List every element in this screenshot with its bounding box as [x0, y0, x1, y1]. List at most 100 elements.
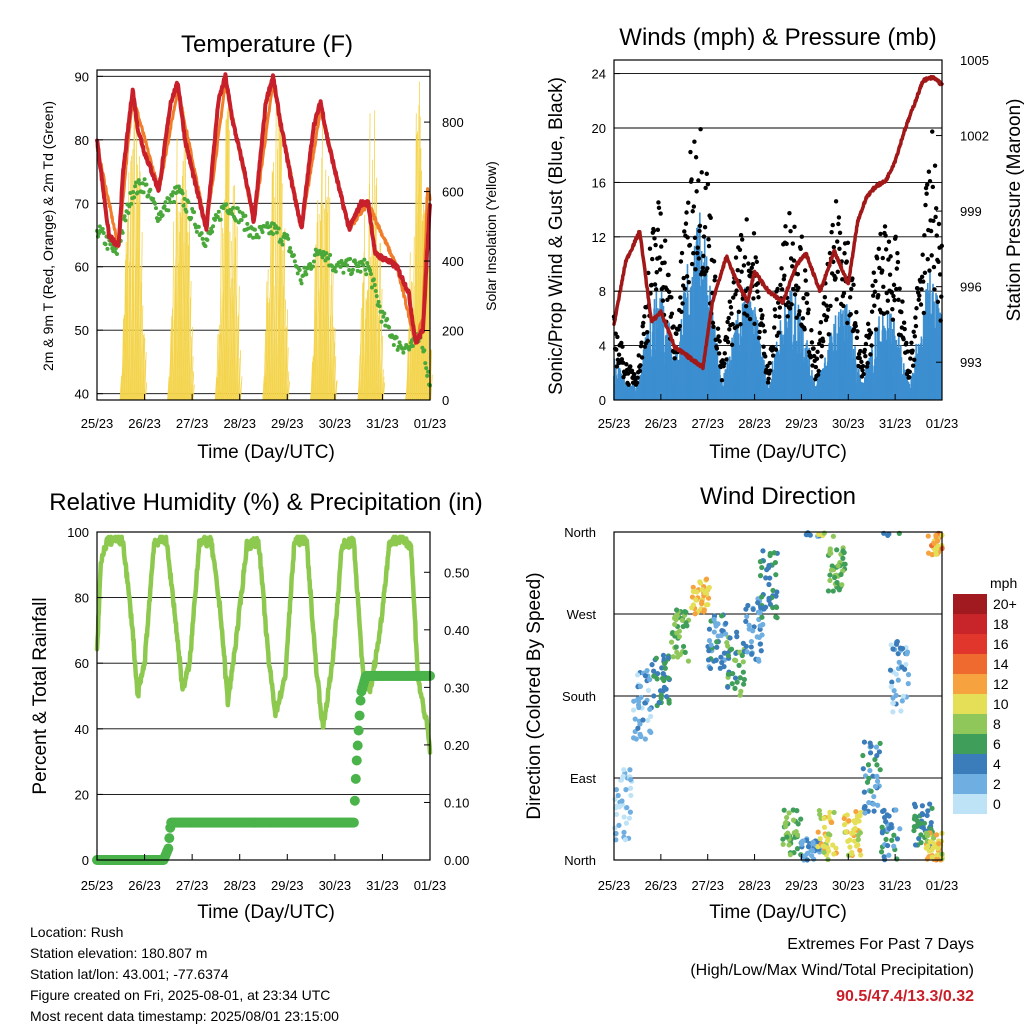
- direction-point: [676, 634, 682, 640]
- gust-point: [696, 178, 701, 183]
- gust-point: [836, 215, 842, 220]
- y-tick-label: West: [567, 607, 597, 622]
- x-tick-label: 27/23: [176, 878, 209, 893]
- solar-spike: [132, 96, 135, 401]
- solar-spike: [134, 111, 138, 401]
- y-tick-label: 50: [75, 323, 89, 338]
- direction-point: [833, 845, 839, 851]
- dewpoint-point: [114, 252, 119, 257]
- dewpoint-point: [361, 263, 366, 268]
- direction-point: [857, 830, 863, 836]
- direction-point: [901, 666, 908, 672]
- gust-point: [691, 251, 696, 256]
- gust-point: [913, 315, 918, 320]
- direction-point: [725, 684, 731, 690]
- direction-point: [871, 793, 877, 800]
- direction-point: [898, 708, 904, 714]
- direction-point: [738, 688, 744, 694]
- dewpoint-point: [382, 311, 387, 316]
- solar-spike: [267, 298, 270, 401]
- direction-point: [877, 740, 883, 746]
- humidity-line: [94, 534, 433, 755]
- direction-point: [711, 629, 717, 635]
- gust-point: [925, 256, 930, 262]
- direction-point: [730, 670, 736, 677]
- dewpoint-point: [311, 259, 316, 264]
- dewpoint-point: [374, 294, 379, 299]
- gust-point: [882, 224, 888, 229]
- legend-swatch: [953, 634, 987, 654]
- direction-point: [815, 829, 821, 835]
- gust-point: [730, 322, 735, 327]
- speed-legend-title: mph: [990, 575, 1017, 591]
- direction-point: [891, 843, 897, 849]
- gust-point: [639, 340, 644, 345]
- temperature-left-ticks: 40 50 60 70 80 90: [75, 69, 103, 402]
- direction-point: [715, 633, 721, 639]
- x-tick-label: 01/23: [926, 416, 959, 431]
- gust-point: [693, 155, 699, 160]
- dewpoint-point: [401, 350, 406, 355]
- direction-point: [894, 836, 901, 842]
- x-tick-label: 25/23: [81, 878, 114, 893]
- gust-point: [695, 250, 700, 256]
- solar-spike: [276, 109, 279, 401]
- direction-point: [616, 822, 622, 828]
- solar-spike: [226, 107, 229, 401]
- direction-point: [766, 581, 772, 588]
- dewpoint-point: [347, 268, 352, 273]
- direction-point: [758, 605, 764, 611]
- gust-point: [873, 278, 878, 284]
- gust-point: [876, 293, 881, 298]
- direction-point: [896, 659, 902, 665]
- dewpoint-point: [348, 256, 353, 261]
- solar-spike: [364, 298, 367, 401]
- legend-label: 4: [993, 756, 1001, 772]
- gust-point: [768, 368, 773, 373]
- direction-point: [867, 750, 874, 756]
- solar-spike: [274, 101, 277, 401]
- gust-point: [790, 241, 796, 246]
- direction-point: [889, 679, 895, 685]
- direction-point: [651, 668, 657, 674]
- direction-point: [635, 702, 642, 708]
- dewpoint-point: [363, 267, 368, 272]
- solar-spike: [315, 199, 319, 401]
- gust-point: [872, 303, 877, 308]
- direction-point: [640, 717, 646, 723]
- direction-point: [732, 685, 738, 691]
- direction-point: [737, 692, 743, 698]
- direction-point: [809, 853, 815, 859]
- gust-point: [755, 281, 761, 286]
- solar-spike: [430, 374, 433, 401]
- gust-point: [636, 353, 641, 358]
- direction-point: [868, 743, 874, 749]
- dewpoint-point: [151, 196, 156, 201]
- gust-point: [851, 327, 857, 332]
- direction-point: [860, 766, 866, 772]
- station-location: Location: Rush: [30, 924, 124, 940]
- dewpoint-point: [122, 214, 127, 219]
- direction-point: [847, 837, 853, 843]
- gust-point: [934, 233, 939, 238]
- y-tick-label: North: [564, 525, 596, 540]
- solar-spike: [185, 231, 189, 401]
- direction-point: [675, 654, 681, 660]
- gust-point: [907, 369, 912, 374]
- gust-point: [692, 235, 698, 240]
- solar-spike: [327, 197, 331, 401]
- legend-label: 6: [993, 736, 1001, 752]
- x-tick-label: 01/23: [926, 878, 959, 893]
- temperature-plot-area: [95, 72, 433, 401]
- dewpoint-point: [239, 218, 244, 223]
- direction-point: [628, 792, 634, 799]
- solar-spike: [123, 259, 126, 401]
- temperature-ylabel-right: Solar Insolation (Yellow): [483, 161, 499, 311]
- gust-point: [815, 349, 820, 355]
- gust-point: [895, 259, 901, 265]
- winds-frame: [613, 59, 943, 401]
- direction-point: [740, 659, 746, 665]
- direction-point: [736, 662, 742, 669]
- dewpoint-point: [231, 205, 236, 210]
- y-tick-label: 4: [599, 339, 606, 354]
